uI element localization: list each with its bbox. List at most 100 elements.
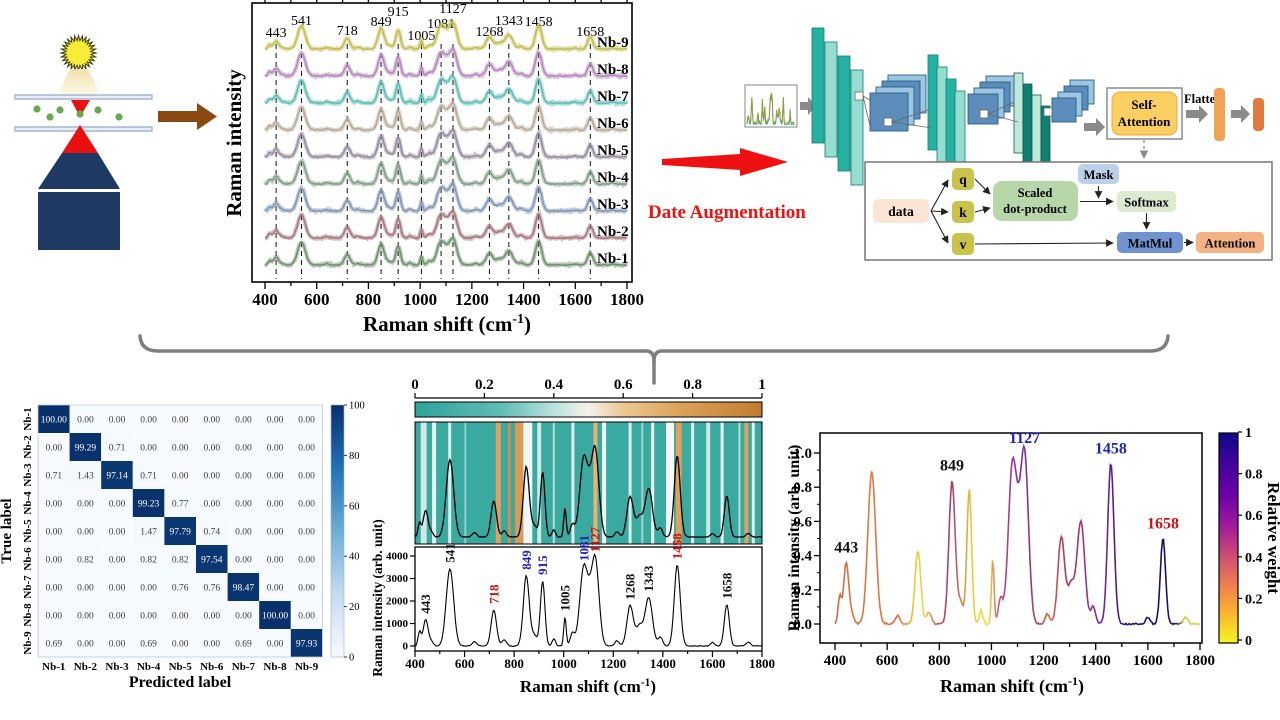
matrix-cell-value: 0.00 xyxy=(267,444,284,454)
matrix-cell-value: 99.29 xyxy=(75,444,97,454)
cm-colorbar-tick-label: 20 xyxy=(349,602,360,613)
kernel-window xyxy=(979,109,989,119)
stacked-y-axis-label: Raman intensity xyxy=(222,69,246,217)
wspec-x-axis-label: Raman shift (cm-1) xyxy=(940,674,1084,697)
matrix-cell-value: 0.82 xyxy=(172,556,189,566)
spectrum-line xyxy=(264,74,627,105)
wspec-y-tick-label: 0.2 xyxy=(793,583,812,599)
flatten-vector-bar xyxy=(1214,88,1225,141)
objective-lens-body xyxy=(38,192,120,250)
attn-heatmap-stripe xyxy=(675,422,682,544)
matrix-cell xyxy=(227,405,260,433)
matrix-cell xyxy=(290,545,323,573)
peak-label: 1343 xyxy=(495,14,523,29)
spectrum-band xyxy=(263,98,628,135)
matrix-cell xyxy=(101,629,133,657)
attn-heatmap-stripe xyxy=(537,422,542,544)
attn-heatmap-stripe xyxy=(641,422,644,544)
matrix-cell xyxy=(38,489,70,517)
self-attention-label2: Attention xyxy=(1118,114,1171,129)
wspec-x-tick-label: 1000 xyxy=(976,653,1006,669)
x-tick-label: 400 xyxy=(252,290,278,309)
sample-dots xyxy=(33,105,123,121)
matrix-cell-value: 0.00 xyxy=(298,528,315,538)
matrix-cell-value: 0.00 xyxy=(140,416,157,426)
matrix-cell xyxy=(259,405,291,433)
x-tick-label: 1800 xyxy=(610,290,644,309)
matrix-cell-value: 0.00 xyxy=(235,416,252,426)
attn-heatmap-stripe xyxy=(628,422,632,544)
matrix-cell-value: 0.00 xyxy=(235,444,252,454)
peak-label: 1458 xyxy=(525,15,553,30)
matrix-cell xyxy=(132,405,165,433)
attn-spectrum-border xyxy=(414,546,763,652)
data-node-label: data xyxy=(888,204,914,219)
attn-peak-label: 443 xyxy=(418,594,433,614)
matrix-cell xyxy=(290,461,323,489)
x-tick-label: 1400 xyxy=(507,290,541,309)
k-node-label: k xyxy=(959,205,967,220)
matrix-cell-value: 0.00 xyxy=(77,500,94,510)
data-node xyxy=(873,199,929,223)
wspec-x-tick-label: 1400 xyxy=(1081,653,1111,669)
scaled-label1: Scaled xyxy=(1018,186,1053,200)
matrix-cell-value: 0.00 xyxy=(109,556,126,566)
matrix-cell xyxy=(290,517,323,545)
output-vector-bar xyxy=(1253,98,1264,131)
wspec-x-tick-label: 1200 xyxy=(1029,653,1059,669)
matrix-cell-value: 100.00 xyxy=(262,612,288,622)
matrix-cell-value: 0.00 xyxy=(235,556,252,566)
wspec-curve xyxy=(834,443,1201,626)
matrix-cell-value: 0.00 xyxy=(77,584,94,594)
cm-colorbar-tick-label: 100 xyxy=(349,401,365,412)
matrix-cell-value: 0.00 xyxy=(172,444,189,454)
spectrum-band xyxy=(263,181,629,216)
spectrum-band xyxy=(263,46,629,81)
matrix-cell xyxy=(38,629,70,657)
kernel-line xyxy=(891,109,929,123)
matrix-cell xyxy=(132,433,165,461)
augmentation-label: Date Augmentation xyxy=(648,202,806,223)
cm-col-label: Nb-3 xyxy=(105,661,129,673)
cm-colorbar xyxy=(330,404,345,658)
cm-y-axis-label: True label xyxy=(0,498,15,563)
matrix-cell xyxy=(196,433,228,461)
attn-heatmap-stripe xyxy=(552,422,555,544)
attn-heatmap-stripe xyxy=(495,422,501,544)
matrix-cell xyxy=(259,461,291,489)
matrix-cell-value: 0.00 xyxy=(203,640,220,650)
attn-x-tick-label: 1600 xyxy=(699,656,725,671)
spectrum-line xyxy=(264,237,628,267)
glass-slide-bottom xyxy=(14,126,153,132)
attn-peak-label: 1005 xyxy=(558,585,573,612)
sample-dot xyxy=(115,113,123,121)
attn-heatmap-stripe xyxy=(751,422,755,544)
trace-label: Nb-2 xyxy=(597,224,629,240)
cm-col-label: Nb-9 xyxy=(295,661,319,673)
matrix-cell-value: 0.69 xyxy=(235,640,252,650)
matrix-cell-value: 0.00 xyxy=(77,528,94,538)
objective-lens-cone xyxy=(38,153,120,189)
spectrum-line xyxy=(264,129,628,159)
attn-heatmap-stripe xyxy=(420,422,427,544)
cm-row-label: Nb-4 xyxy=(22,491,34,515)
attn-peak-label: 1658 xyxy=(719,572,734,599)
matrix-cell xyxy=(69,629,102,657)
peak-label: 718 xyxy=(337,24,358,39)
matrix-cell xyxy=(196,517,228,545)
matrix-cell-value: 0.00 xyxy=(172,416,189,426)
matrix-cell xyxy=(196,405,228,433)
matrix-cell-value: 98.47 xyxy=(233,584,255,594)
matrix-cell xyxy=(196,545,228,573)
sample-dot xyxy=(33,105,41,113)
attn-heatmap-stripe xyxy=(507,422,511,544)
matrix-cell-value: 0.00 xyxy=(45,500,62,510)
spectrum-band xyxy=(263,126,628,161)
conv-bar xyxy=(850,69,864,186)
matrix-cell xyxy=(101,433,133,461)
matrix-cell-value: 0.00 xyxy=(109,612,126,622)
matrix-cell-value: 0.00 xyxy=(77,640,94,650)
matrix-cell xyxy=(164,405,196,433)
attn-peak-label: 541 xyxy=(442,543,457,563)
